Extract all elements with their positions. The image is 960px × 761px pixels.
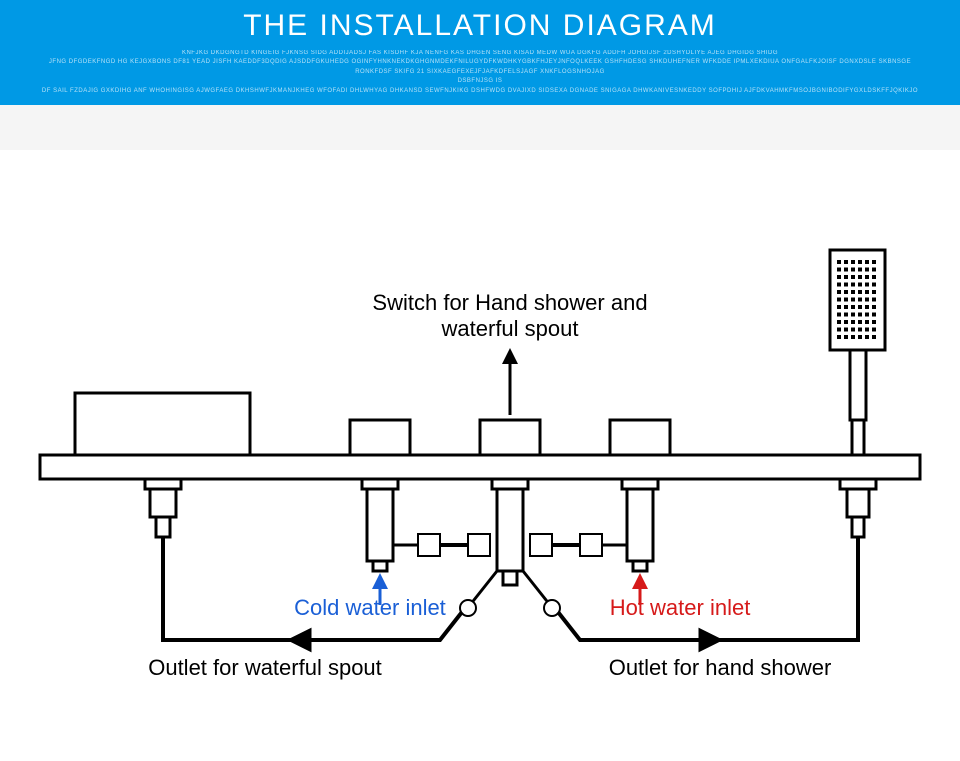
label-hot-inlet: Hot water inlet [580,595,780,621]
label-cold-inlet: Cold water inlet [270,595,470,621]
installation-diagram: Switch for Hand shower and waterful spou… [0,150,960,761]
header-banner: THE INSTALLATION DIAGRAM KNFJKG DKDGNGTD… [0,0,960,105]
spacer [0,105,960,150]
label-outlet-shower: Outlet for hand shower [570,655,870,681]
header-subtitle: KNFJKG DKDGNGTD KINGEIG FJKNSG SIDG ADDI… [30,49,930,97]
header-title: THE INSTALLATION DIAGRAM [243,9,717,43]
label-outlet-spout: Outlet for waterful spout [115,655,415,681]
label-switch: Switch for Hand shower and waterful spou… [335,290,685,343]
